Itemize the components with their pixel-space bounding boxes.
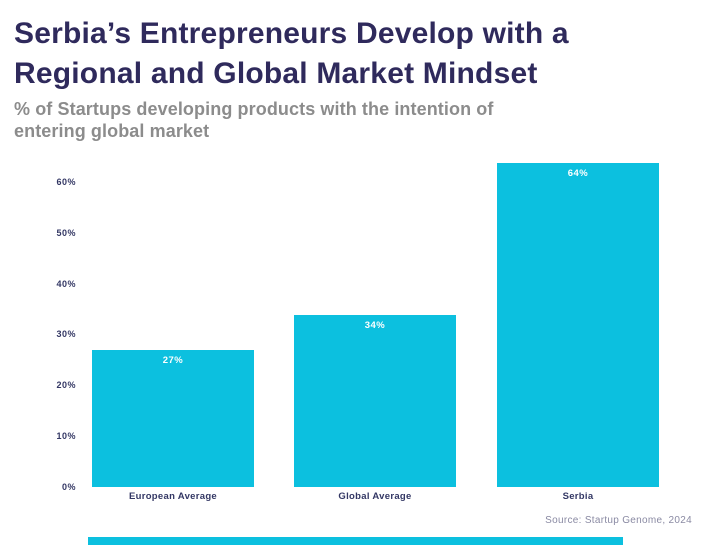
y-axis-tick-label: 50% <box>56 228 76 239</box>
chart-subtitle: % of Startups developing products with t… <box>14 98 494 142</box>
bar-global-average: 34% <box>294 314 456 487</box>
bar-european-average: 27% <box>92 350 254 487</box>
y-axis-tick-label: 10% <box>56 430 76 441</box>
category-label: Global Average <box>338 491 412 502</box>
chart-subtitle-line2: entering global market <box>14 121 210 141</box>
y-axis-tick-label: 30% <box>56 329 76 340</box>
y-axis-tick-label: 40% <box>56 278 76 289</box>
bar-serbia: 64% <box>497 162 659 487</box>
footer-accent-bar <box>88 537 623 545</box>
category-label: Serbia <box>562 491 594 502</box>
category-label: European Average <box>128 491 218 502</box>
bar-value-label: 27% <box>162 355 184 367</box>
chart-title-line1: Serbia’s Entrepreneurs Develop with a <box>14 17 569 50</box>
y-axis-tick-label: 0% <box>61 481 76 492</box>
bar-value-label: 64% <box>567 167 589 179</box>
y-axis-tick-label: 20% <box>56 380 76 391</box>
y-axis-tick-label: 60% <box>56 177 76 188</box>
source-attribution: Source: Startup Genome, 2024 <box>545 515 692 526</box>
chart-subtitle-line1: % of Startups developing products with t… <box>14 99 494 119</box>
chart-title-line2: Regional and Global Market Mindset <box>14 57 538 90</box>
chart-title: Serbia’s Entrepreneurs Develop with a Re… <box>14 14 569 94</box>
bar-value-label: 34% <box>364 319 386 331</box>
